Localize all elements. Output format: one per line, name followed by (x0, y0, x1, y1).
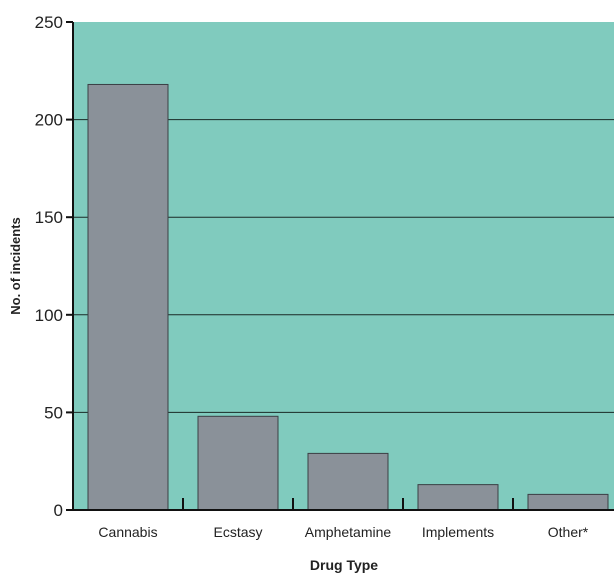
x-tick-label: Implements (422, 524, 494, 540)
bar-other (527, 493, 609, 511)
y-tick-label: 50 (44, 403, 63, 422)
y-tick-label: 250 (35, 13, 63, 32)
bar-implements (417, 484, 499, 511)
x-axis-category-labels: Cannabis Ecstasy Amphetamine Implements Othe… (98, 524, 588, 540)
y-tick-label: 200 (35, 111, 63, 130)
x-axis-title: Drug Type (310, 557, 378, 573)
x-tick-label: Ecstasy (213, 524, 262, 540)
bar-amphetamine (307, 452, 389, 511)
y-tick-label: 150 (35, 208, 63, 227)
x-tick-label: Other* (548, 524, 589, 540)
y-axis-title: No. of incidents (8, 217, 23, 315)
y-axis-ticks: 0 50 100 150 200 250 (35, 13, 73, 520)
x-tick-label: Cannabis (98, 524, 157, 540)
bar-ecstasy (197, 415, 279, 511)
y-tick-label: 100 (35, 306, 63, 325)
x-axis-ticks (182, 498, 514, 510)
bar-cannabis (87, 83, 169, 511)
y-tick-label: 0 (54, 501, 63, 520)
x-tick-label: Amphetamine (305, 524, 392, 540)
